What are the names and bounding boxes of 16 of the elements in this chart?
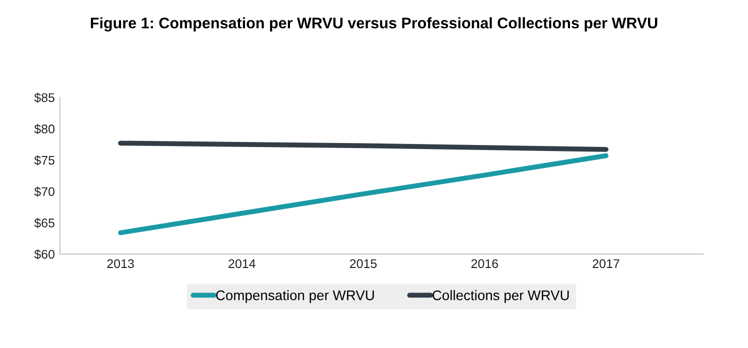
x-tick-label: 2014	[228, 259, 256, 268]
y-tick-label: $85	[34, 92, 54, 103]
x-tick-label: 2017	[592, 259, 620, 268]
y-tick-label: $70	[34, 186, 54, 197]
y-tick-label: $65	[34, 218, 54, 228]
x-tick-label: 2016	[471, 259, 498, 268]
y-tick-label: $60	[34, 249, 54, 260]
line-series	[118, 153, 608, 236]
y-tick-label: $80	[34, 124, 54, 134]
legend-label: Collections per WRVU	[432, 290, 569, 303]
y-tick-label: $75	[34, 155, 54, 166]
x-tick-label: 2013	[107, 259, 134, 268]
legend-label: Compensation per WRVU	[216, 290, 374, 303]
chart-title: Figure 1: Compensation per WRVU versus Professional Collections per WRVU	[90, 17, 658, 32]
x-tick-label: 2015	[350, 259, 377, 268]
line-series	[118, 140, 608, 152]
